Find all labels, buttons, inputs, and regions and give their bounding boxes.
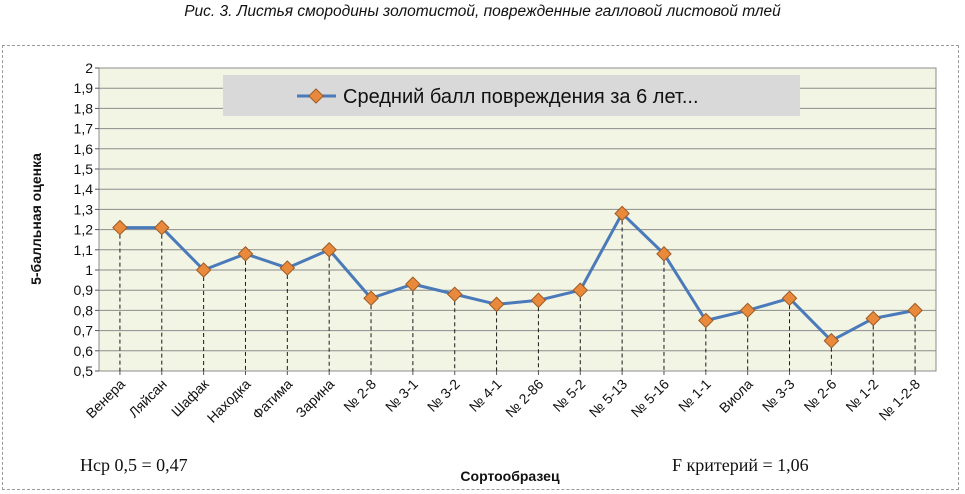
y-axis-ticks: 0,5 0,6 0,7 0,8 0,9 1 1,1 1,2 1,3 1,4 1,5 1,6 1,7 1,8… [74, 60, 99, 379]
data-point [614, 205, 630, 222]
y-tick-label: 0,5 [74, 363, 94, 379]
data-point [153, 219, 170, 236]
data-point [363, 290, 379, 307]
chart-frame [2, 45, 959, 490]
y-tick-label: 0,9 [74, 282, 94, 298]
data-point [237, 246, 254, 262]
x-tick-label: № 5-2 [549, 376, 588, 415]
data-point [530, 292, 547, 309]
y-tick-label: 1,6 [74, 141, 94, 157]
x-tick-label: № 2-8 [340, 376, 379, 415]
x-tick-label: Ляйсан [125, 376, 170, 421]
x-tick-label: № 3-2 [424, 376, 463, 415]
y-tick-label: 0,7 [74, 323, 94, 339]
legend-marker-swatch [308, 88, 324, 104]
figure-caption: Рис. 3. Листья смородины золотистой, пов… [184, 3, 781, 20]
hsr-note: Нср 0,5 = 0,47 [80, 455, 188, 475]
x-tick-label: Фатима [249, 376, 296, 423]
data-point [321, 242, 337, 258]
x-tick-label: № 5-16 [628, 376, 673, 421]
x-tick-label: № 1-2 [842, 376, 881, 415]
x-tick-label: Находка [204, 376, 254, 426]
x-tick-label: № 4-1 [466, 376, 505, 415]
data-point [279, 260, 296, 276]
y-tick-label: 0,6 [74, 343, 94, 359]
data-point [656, 246, 672, 262]
x-axis-label: Сортообразец [460, 468, 560, 484]
y-tick-label: 1 [85, 262, 93, 278]
data-point [405, 276, 421, 292]
x-tick-label: № 3-3 [759, 376, 798, 415]
x-tick-label: № 2-86 [502, 376, 547, 421]
data-point [572, 282, 589, 298]
data-point [195, 262, 212, 278]
y-tick-label: 1,1 [74, 242, 94, 258]
series-line [119, 211, 916, 343]
x-tick-label: Зарина [292, 376, 337, 421]
y-tick-label: 1,2 [74, 222, 94, 238]
x-tick-label: Виола [716, 376, 756, 416]
y-tick-label: 0,8 [74, 302, 94, 318]
y-tick-label: 1,7 [74, 121, 94, 137]
x-tick-label: № 1-1 [675, 376, 714, 415]
drop-lines [119, 213, 916, 371]
y-tick-label: 1,8 [74, 100, 94, 116]
x-tick-label: № 1-2-8 [875, 376, 923, 424]
y-tick-label: 1,4 [74, 181, 94, 197]
y-tick-label: 1,3 [74, 201, 94, 217]
data-point [823, 332, 840, 349]
data-point [112, 219, 128, 236]
y-tick-label: 2 [85, 60, 93, 76]
x-tick-label: Венера [83, 376, 129, 422]
x-tick-label: № 3-1 [382, 376, 421, 415]
x-tick-label: № 2-6 [800, 376, 839, 415]
data-point [865, 310, 882, 327]
data-point [907, 302, 923, 319]
y-tick-label: 1,5 [74, 161, 94, 177]
plot-area [98, 67, 937, 372]
legend: Средний балл повреждения за 6 лет... [223, 75, 800, 116]
data-point [446, 286, 463, 303]
x-tick-label: № 5-13 [586, 376, 631, 421]
data-point [739, 302, 756, 319]
data-point [488, 296, 505, 313]
data-point [781, 290, 798, 307]
data-point [698, 312, 714, 329]
f-criterion-note: F критерий = 1,06 [672, 455, 809, 475]
data-markers [112, 205, 923, 349]
y-tick-label: 1,9 [74, 80, 94, 96]
legend-label: Средний балл повреждения за 6 лет... [343, 86, 699, 108]
y-axis-label: 5-балльная оценка [28, 153, 44, 285]
